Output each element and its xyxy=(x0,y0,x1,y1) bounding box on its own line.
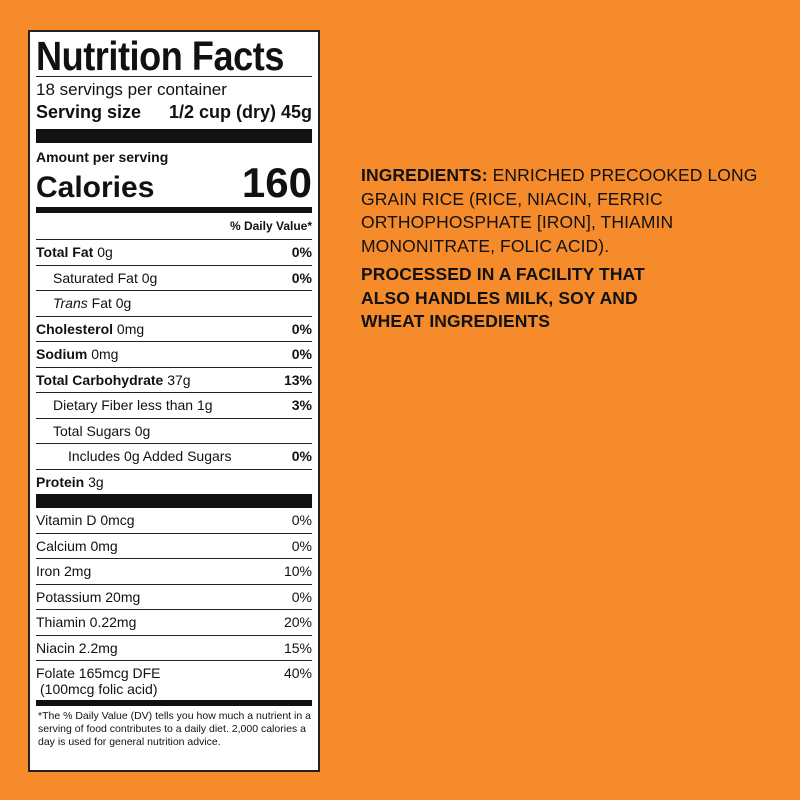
vitamin-text: Calcium 0mg xyxy=(36,537,118,554)
nutrient-row-trans-fat: Trans Fat 0g xyxy=(36,290,312,316)
medium-divider xyxy=(36,700,312,706)
vitamin-dv: 40% xyxy=(283,665,312,681)
vitamin-dv: 0% xyxy=(291,537,312,554)
medium-divider xyxy=(36,207,312,213)
label-title: Nutrition Facts xyxy=(36,33,284,79)
nutrient-row-total-carbohydrate: Total Carbohydrate 37g 13% xyxy=(36,366,312,393)
serving-size: Serving size 1/2 cup (dry) 45g xyxy=(36,101,312,123)
nutrient-row-cholesterol: Cholesterol 0mg 0% xyxy=(36,315,312,342)
nutrient-amount: 37g xyxy=(167,371,191,388)
nutrient-amount: Fat 0g xyxy=(91,295,132,312)
vitamin-row: Niacin 2.2mg 15% xyxy=(36,634,312,661)
calories-value: 160 xyxy=(241,159,312,206)
vitamin-text: Potassium 20mg xyxy=(36,588,141,605)
vitamin-text: Niacin 2.2mg xyxy=(36,639,118,656)
ingredients-label: INGREDIENTS: xyxy=(361,165,488,185)
vitamin-row: Iron 2mg 10% xyxy=(36,558,312,584)
calories-row: Calories 160 xyxy=(36,159,312,206)
nutrient-name: Dietary Fiber xyxy=(53,397,134,414)
divider xyxy=(36,76,312,77)
servings-per-container: 18 servings per container xyxy=(36,80,227,99)
thick-divider xyxy=(36,129,312,143)
ingredients-text: INGREDIENTS: ENRICHED PRECOOKED LONG GRA… xyxy=(361,164,761,258)
nutrient-row-saturated-fat: Saturated Fat 0g 0% xyxy=(36,264,312,291)
vitamins-list: Vitamin D 0mcg 0% Calcium 0mg 0% Iron 2mg 1… xyxy=(36,508,312,700)
vitamin-dv: 0% xyxy=(291,512,312,529)
nutrient-amount: 0g xyxy=(97,244,113,261)
nutrient-row-protein: Protein 3g xyxy=(36,468,312,495)
nutrient-dv: 0% xyxy=(291,448,312,465)
nutrient-name: Sodium xyxy=(36,346,88,363)
nutrient-name: Trans xyxy=(53,295,88,312)
ingredients-list: ENRICHED PRECOOKED LONG GRAIN RICE (RICE… xyxy=(361,165,758,256)
vitamin-row: Potassium 20mg 0% xyxy=(36,583,312,610)
vitamin-subtext: (100mcg folic acid) xyxy=(40,681,158,697)
nutrient-dv: 0% xyxy=(291,269,312,286)
vitamin-row-folate: Folate 165mcg DFE (100mcg folic acid) 40% xyxy=(36,660,312,700)
serving-size-label: Serving size xyxy=(36,102,142,122)
daily-value-header: % Daily Value* xyxy=(229,219,312,233)
nutrient-name: Protein xyxy=(36,473,85,490)
nutrient-dv: 0% xyxy=(291,346,312,363)
nutrient-dv: 0% xyxy=(291,320,312,337)
vitamin-row: Vitamin D 0mcg 0% xyxy=(36,508,312,533)
nutrient-name: Total Fat xyxy=(36,244,94,261)
vitamin-text: Iron 2mg xyxy=(36,563,92,580)
nutrient-name: Saturated Fat xyxy=(53,269,138,286)
vitamin-row: Thiamin 0.22mg 20% xyxy=(36,609,312,635)
footnote: *The % Daily Value (DV) tells you how mu… xyxy=(38,710,311,748)
nutrient-amount: 0mg xyxy=(91,346,119,363)
vitamin-dv: 20% xyxy=(283,614,312,631)
serving-size-value: 1/2 cup (dry) 45g xyxy=(168,102,312,122)
nutrient-dv: 13% xyxy=(283,371,312,388)
vitamin-row: Calcium 0mg 0% xyxy=(36,532,312,559)
vitamin-text: Folate 165mcg DFE xyxy=(36,665,161,681)
vitamin-dv: 10% xyxy=(283,563,312,580)
nutrient-name: Total Sugars xyxy=(53,422,131,439)
nutrient-amount: less than 1g xyxy=(137,397,213,414)
nutrient-amount: 0mg xyxy=(116,320,145,337)
thick-divider xyxy=(36,494,312,508)
vitamin-dv: 15% xyxy=(283,639,312,656)
nutrient-dv: 0% xyxy=(291,244,312,261)
ingredients-panel: INGREDIENTS: ENRICHED PRECOOKED LONG GRA… xyxy=(361,164,761,334)
nutrient-name: Includes 0g Added Sugars xyxy=(68,448,232,465)
nutrient-row-dietary-fiber: Dietary Fiber less than 1g 3% xyxy=(36,392,312,418)
nutrient-amount: 0g xyxy=(141,269,158,286)
calories-label: Calories xyxy=(36,171,155,204)
allergen-statement: PROCESSED IN A FACILITY THAT ALSO HANDLE… xyxy=(361,264,645,331)
nutrient-name: Cholesterol xyxy=(36,320,114,337)
nutrition-facts-label: Nutrition Facts 18 servings per containe… xyxy=(28,30,320,772)
nutrient-amount: 0g xyxy=(134,422,151,439)
nutrient-row-total-fat: Total Fat 0g 0% xyxy=(36,239,312,265)
vitamin-dv: 0% xyxy=(291,588,312,605)
amount-per-serving: Amount per serving xyxy=(36,149,169,165)
vitamin-text: Vitamin D 0mcg xyxy=(36,512,135,529)
nutrient-name: Total Carbohydrate xyxy=(36,371,164,388)
nutrient-dv: 3% xyxy=(291,397,312,414)
nutrient-amount: 3g xyxy=(88,473,104,490)
nutrient-row-total-sugars: Total Sugars 0g xyxy=(36,417,312,444)
nutrient-row-sodium: Sodium 0mg 0% xyxy=(36,341,312,367)
vitamin-text: Thiamin 0.22mg xyxy=(36,614,137,631)
nutrient-row-added-sugars: Includes 0g Added Sugars 0% xyxy=(36,443,312,469)
